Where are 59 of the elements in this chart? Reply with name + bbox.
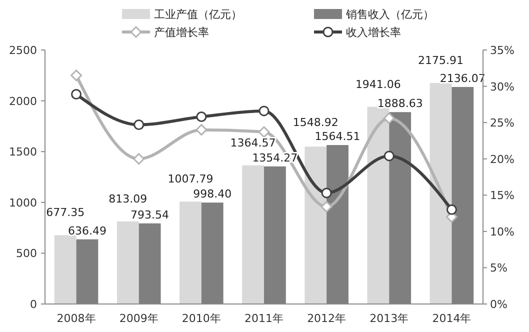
data-label: 1548.92: [292, 116, 338, 130]
x-tick-label: 2010年: [182, 312, 221, 325]
x-tick-label: 2012年: [307, 312, 346, 325]
data-label: 998.40: [193, 188, 232, 201]
data-label: 1007.79: [168, 172, 214, 186]
y2-tick-label: 35%: [490, 44, 514, 57]
data-label: 636.49: [68, 224, 106, 238]
y2-tick-label: 30%: [490, 80, 514, 94]
point: [258, 106, 270, 116]
y-tick-label: 2000: [9, 94, 37, 108]
y-tick-label: 500: [16, 247, 37, 260]
point: [320, 201, 332, 213]
x-tick-label: 2013年: [370, 312, 409, 325]
y-tick-label: 0: [30, 298, 37, 311]
point: [446, 204, 457, 215]
bar: [242, 165, 264, 304]
legend-label: 工业产值（亿元）: [154, 8, 242, 21]
y-tick-label: 1500: [9, 146, 37, 159]
point: [70, 70, 82, 82]
legend-label: 产值增长率: [154, 26, 209, 39]
point: [196, 124, 208, 136]
bar: [304, 146, 327, 304]
data-label: 1354.27: [252, 151, 298, 164]
data-label: 793.54: [130, 208, 170, 222]
bar: [430, 82, 452, 304]
y2-tick-label: 0%: [490, 298, 508, 311]
x-tick-label: 2009年: [119, 312, 158, 325]
data-label: 1364.57: [230, 136, 276, 150]
data-label: 1888.63: [377, 97, 423, 110]
point: [383, 112, 395, 124]
bar: [54, 235, 76, 304]
point: [134, 120, 144, 130]
bar: [367, 106, 390, 304]
point: [196, 112, 207, 122]
data-label: 2136.07: [440, 72, 486, 85]
bar: [116, 221, 139, 304]
y-tick-label: 2500: [9, 44, 37, 57]
data-label: 677.35: [46, 206, 85, 220]
y2-tick-label: 15%: [490, 189, 514, 202]
x-tick-label: 2014年: [432, 312, 472, 325]
bar: [180, 202, 202, 304]
data-label: 1941.06: [355, 78, 401, 91]
data-label: 2175.91: [418, 54, 464, 67]
y2-tick-label: 25%: [490, 116, 514, 130]
data-label: 813.09: [108, 192, 148, 206]
y2-tick-label: 10%: [490, 225, 514, 238]
legend-label: 收入增长率: [346, 26, 401, 39]
point: [258, 126, 270, 138]
data-label: 1564.51: [314, 130, 360, 144]
point: [321, 188, 332, 198]
x-tick-label: 2011年: [244, 312, 284, 325]
point: [133, 153, 145, 165]
y2-tick-label: 5%: [490, 262, 508, 275]
point: [384, 150, 394, 162]
point: [71, 89, 82, 100]
y2-tick-label: 20%: [490, 152, 514, 166]
y-tick-label: 1000: [9, 196, 37, 210]
legend-label: 销售收入（亿元）: [345, 8, 434, 21]
x-tick-label: 2008年: [56, 312, 96, 325]
